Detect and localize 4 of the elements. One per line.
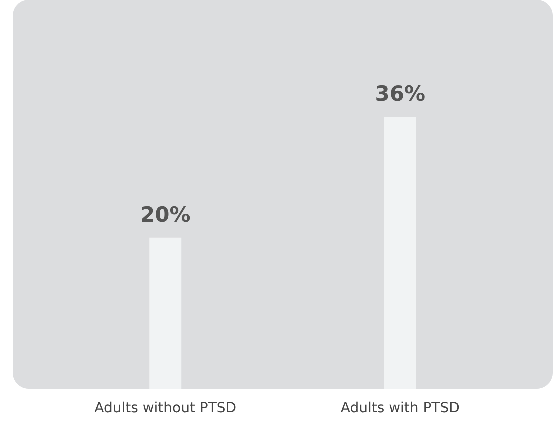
x-tick-label: Adults without PTSD [94, 400, 237, 416]
data-label: 36% [375, 82, 426, 106]
x-tick-label: Adults with PTSD [340, 400, 460, 416]
data-label: 20% [140, 202, 191, 227]
